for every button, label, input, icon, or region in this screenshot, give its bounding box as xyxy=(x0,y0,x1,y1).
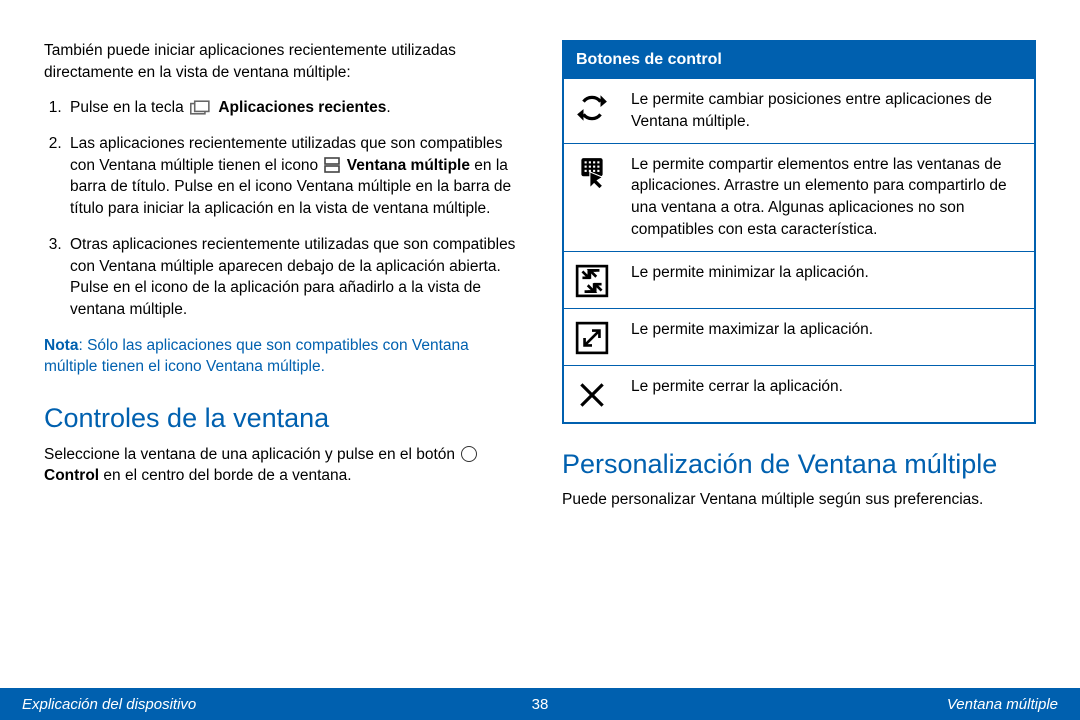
close-icon xyxy=(575,378,609,412)
icon-cell xyxy=(563,79,619,143)
step-3: Otras aplicaciones recientemente utiliza… xyxy=(66,234,518,321)
row-desc: Le permite maximizar la aplicación. xyxy=(619,308,1035,365)
table-row: Le permite minimizar la aplicación. xyxy=(563,251,1035,308)
heading-window-controls: Controles de la ventana xyxy=(44,402,518,436)
step2-bold: Ventana múltiple xyxy=(347,157,470,174)
ctrl-post: en el centro del borde de a ventana. xyxy=(99,467,352,484)
row-desc: Le permite minimizar la aplicación. xyxy=(619,251,1035,308)
footer-right: Ventana múltiple xyxy=(947,694,1058,715)
left-column: También puede iniciar aplicaciones recie… xyxy=(44,40,518,648)
table-header: Botones de control xyxy=(563,41,1035,79)
icon-cell xyxy=(563,365,619,423)
step-2: Las aplicaciones recientemente utilizada… xyxy=(66,133,518,220)
minimize-icon xyxy=(575,264,609,298)
table-row: Le permite compartir elementos entre las… xyxy=(563,143,1035,251)
icon-cell xyxy=(563,143,619,251)
intro-text: También puede iniciar aplicaciones recie… xyxy=(44,40,518,83)
step1-post: . xyxy=(386,99,390,116)
footer-page-number: 38 xyxy=(532,694,549,715)
footer-left: Explicación del dispositivo xyxy=(22,694,196,715)
drag-share-icon xyxy=(575,156,609,190)
row-desc: Le permite cerrar la aplicación. xyxy=(619,365,1035,423)
heading-personalization: Personalización de Ventana múltiple xyxy=(562,448,1036,482)
control-circle-icon xyxy=(461,446,477,462)
control-buttons-table: Botones de control Le permite cambiar po… xyxy=(562,40,1036,424)
personalization-text: Puede personalizar Ventana múltiple segú… xyxy=(562,489,1036,511)
right-column: Botones de control Le permite cambiar po… xyxy=(562,40,1036,648)
ctrl-bold: Control xyxy=(44,467,99,484)
multi-window-icon xyxy=(324,157,340,173)
note: Nota: Sólo las aplicaciones que son comp… xyxy=(44,335,518,378)
table-row: Le permite cerrar la aplicación. xyxy=(563,365,1035,423)
table-row: Le permite maximizar la aplicación. xyxy=(563,308,1035,365)
icon-cell xyxy=(563,308,619,365)
step-1: Pulse en la tecla Aplicaciones recientes… xyxy=(66,97,518,119)
steps-list: Pulse en la tecla Aplicaciones recientes… xyxy=(44,97,518,320)
step1-pre: Pulse en la tecla xyxy=(70,99,188,116)
icon-cell xyxy=(563,251,619,308)
row-desc: Le permite compartir elementos entre las… xyxy=(619,143,1035,251)
table-row: Le permite cambiar posiciones entre apli… xyxy=(563,79,1035,143)
step1-bold: Aplicaciones recientes xyxy=(218,99,386,116)
swap-positions-icon xyxy=(575,91,609,125)
recent-apps-key-icon xyxy=(190,100,212,115)
row-desc: Le permite cambiar posiciones entre apli… xyxy=(619,79,1035,143)
page-footer: Explicación del dispositivo 38 Ventana m… xyxy=(0,688,1080,720)
note-label: Nota xyxy=(44,337,78,354)
ctrl-pre: Seleccione la ventana de una aplicación … xyxy=(44,446,459,463)
window-controls-paragraph: Seleccione la ventana de una aplicación … xyxy=(44,444,518,487)
maximize-icon xyxy=(575,321,609,355)
page-body: También puede iniciar aplicaciones recie… xyxy=(0,0,1080,688)
note-text: : Sólo las aplicaciones que son compatib… xyxy=(44,337,469,376)
